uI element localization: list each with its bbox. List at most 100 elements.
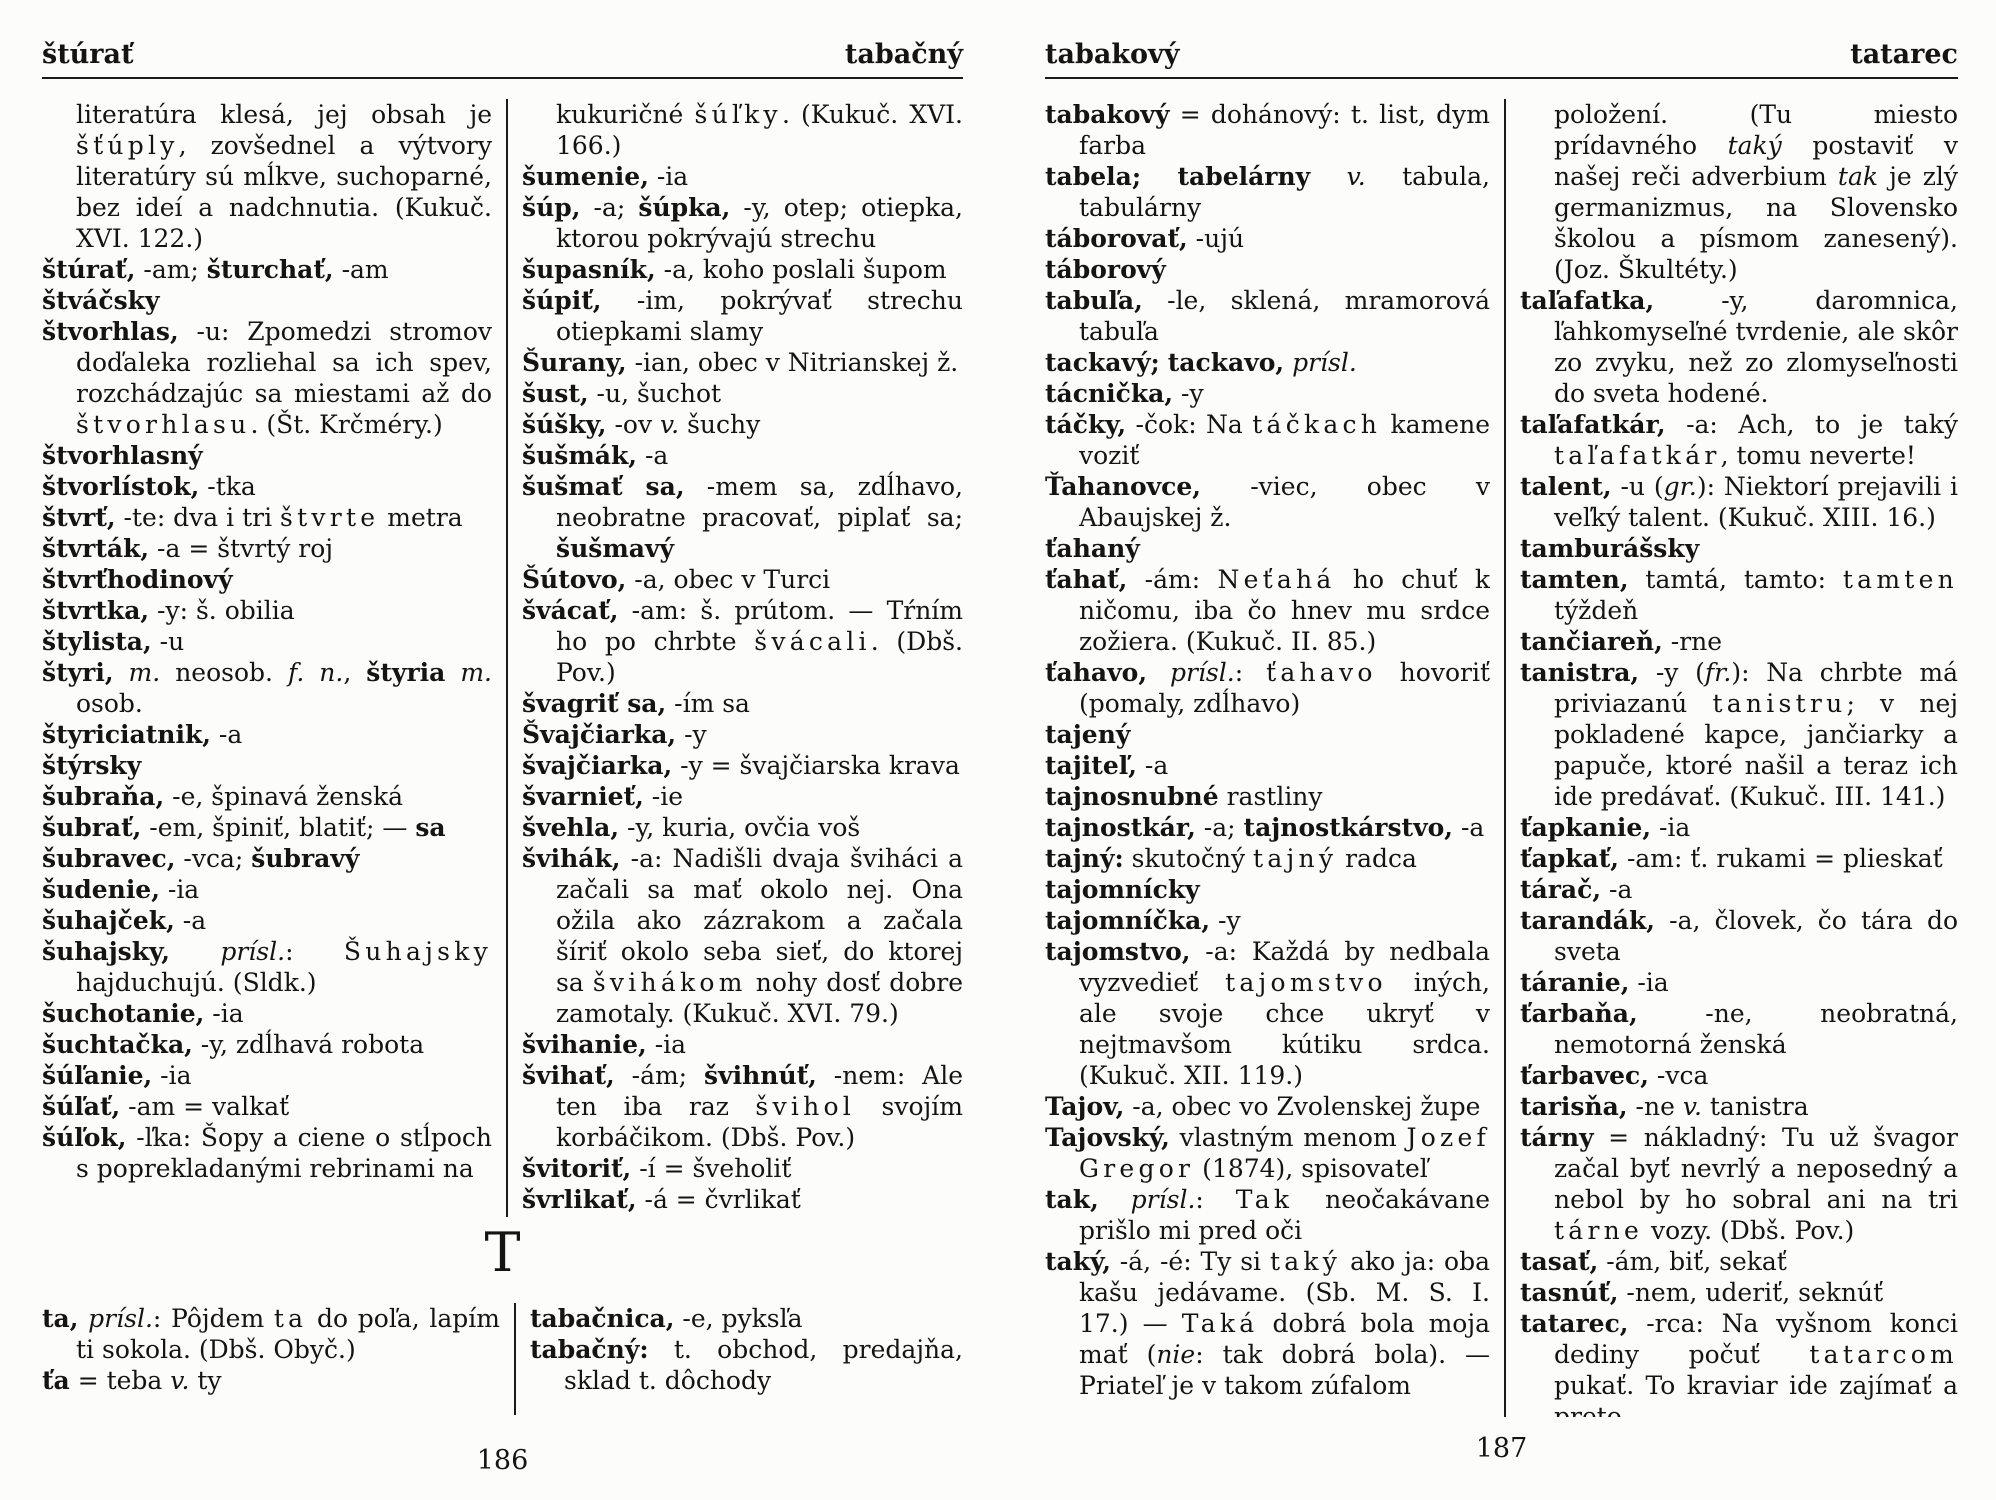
dictionary-entry: ťarbavec, -vca xyxy=(1520,1060,1958,1091)
entry-text: do poľa, lapím ti sokola. (Dbš. Obyč.) xyxy=(76,1304,500,1364)
entry-text: -a xyxy=(1601,875,1633,904)
headword: tak, xyxy=(1045,1185,1099,1214)
right-page-column-1: tabakový = dohánový: t. list, dym farba t… xyxy=(1045,99,1490,1417)
column-divider xyxy=(1504,99,1506,1417)
text-columns: literatúra klesá, jej obsah je šťúply, z… xyxy=(42,99,963,1217)
entry-text: -í = šveholiť xyxy=(631,1154,792,1183)
dictionary-entry: tabačnica, -e, pyksľa xyxy=(530,1303,963,1334)
headword: tabelárny xyxy=(1177,162,1311,191)
header-rule xyxy=(42,77,963,79)
entry-text: vozy. (Dbš. Pov.) xyxy=(1643,1216,1855,1245)
headword: Tajov, xyxy=(1045,1092,1125,1121)
headword: Tajovský, xyxy=(1045,1123,1170,1152)
headword: šúľanie, xyxy=(42,1061,153,1090)
headword: tajomníčka, xyxy=(1045,906,1211,935)
left-page-bottom-column-2: tabačnica, -e, pyksľa tabačný: t. obchod,… xyxy=(530,1303,963,1415)
running-head: štúrať tabačný xyxy=(42,0,963,70)
headword: talent, xyxy=(1520,472,1612,501)
entry-text: (1874), spisovateľ xyxy=(1194,1154,1428,1183)
entry-text: štvorhlasu xyxy=(76,410,251,439)
headword: švajčiarka, xyxy=(522,751,673,780)
entry-text: -e, pyksľa xyxy=(674,1304,803,1333)
dictionary-entry: šubravec, -vca; šubravý xyxy=(42,843,492,874)
entry-text: -ám: xyxy=(1127,565,1218,594)
headword: švarnieť, xyxy=(522,782,644,811)
dictionary-entry: tajný: skutočný tajný radca xyxy=(1045,843,1490,874)
entry-text: -ne xyxy=(1627,1092,1683,1121)
headword: šušmavý xyxy=(556,534,675,563)
dictionary-entry: tajnostkár, -a; tajnostkárstvo, -a xyxy=(1045,812,1490,843)
dictionary-entry: šumenie, -ia xyxy=(522,161,963,192)
entry-text: tárne xyxy=(1554,1216,1644,1245)
entry-text: -a xyxy=(210,720,243,749)
headword: tajiteľ, xyxy=(1045,751,1137,780)
headword: ťarbaňa, xyxy=(1520,999,1638,1028)
entry-text: : xyxy=(1195,1185,1236,1214)
dictionary-entry: šušmať sa, -mem sa, zdĺhavo, neobratne p… xyxy=(522,471,963,564)
dictionary-entry: štvrták, -a = štvrtý roj xyxy=(42,533,492,564)
dictionary-entry: šubrať, -em, špiniť, blatiť; — sa xyxy=(42,812,492,843)
entry-text: hovoriť (pomaly, zdĺhavo) xyxy=(1079,658,1490,718)
entry-text: -am xyxy=(333,255,389,284)
entry-text: Taká xyxy=(1181,1309,1259,1338)
entry-text: -ian, obec v Nitrianskej ž. xyxy=(626,348,959,377)
dictionary-entry: Šurany, -ian, obec v Nitrianskej ž. xyxy=(522,347,963,378)
entry-text: -am = valkať xyxy=(120,1092,290,1121)
entry-text: -á, -é: Ty si xyxy=(1110,1247,1270,1276)
entry-text: neočakávane prišlo mi pred oči xyxy=(1079,1185,1490,1245)
entry-text: , zovšednel a výtvory literatúry sú mĺkv… xyxy=(76,131,492,253)
dictionary-entry: tackavý; tackavo, prísl. xyxy=(1045,347,1490,378)
entry-text xyxy=(114,658,129,687)
headword: štýrsky xyxy=(42,751,142,780)
entry-text: -a xyxy=(174,906,207,935)
headword: ťa xyxy=(42,1366,70,1395)
dictionary-entry: Tajovský, vlastným menom Jozef Gregor (1… xyxy=(1045,1122,1490,1184)
headword: tajomnícky xyxy=(1045,875,1200,904)
headword: štvrťhodinový xyxy=(42,565,233,594)
entry-text: f. n. xyxy=(287,658,344,687)
headword: šust, xyxy=(522,379,589,408)
headword: štyria xyxy=(366,658,446,687)
entry-text: -ia xyxy=(159,875,200,904)
dictionary-entry: talent, -u (gr.): Niektorí prejavili i v… xyxy=(1520,471,1958,533)
entry-text: -ov xyxy=(606,410,661,439)
entry-text: -a, obec v Turci xyxy=(626,565,831,594)
entry-text: taký xyxy=(1727,131,1782,160)
dictionary-entry: tasnúť, -nem, uderiť, seknúť xyxy=(1520,1277,1958,1308)
dictionary-entry: švihanie, -ia xyxy=(522,1029,963,1060)
headword: tajnosnubné xyxy=(1045,782,1219,811)
dictionary-entry: tajiteľ, -a xyxy=(1045,750,1490,781)
headword: štyriciatnik, xyxy=(42,720,211,749)
dictionary-entry: Ťahanovce, -viec, obec v Abaujskej ž. xyxy=(1045,471,1490,533)
headword: štvrť, xyxy=(42,503,116,532)
entry-text: -ám; xyxy=(614,1061,704,1090)
headword: šušmák, xyxy=(522,441,638,470)
headword: štvorlístok, xyxy=(42,472,200,501)
headword: štylista, xyxy=(42,627,152,656)
entry-text: = teba xyxy=(69,1366,171,1395)
right-page-column-2: položení. (Tu miesto prídavného taký pos… xyxy=(1520,99,1958,1417)
column-divider xyxy=(506,99,508,1217)
entry-text: Tak xyxy=(1235,1185,1294,1214)
entry-text: : xyxy=(285,937,344,966)
entry-text: šťúply xyxy=(76,131,179,160)
dictionary-entry: šúšky, -ov v. šuchy xyxy=(522,409,963,440)
dictionary-entry: šušmák, -a xyxy=(522,440,963,471)
entry-text: švihákom xyxy=(592,968,747,997)
entry-text: -te: dva i tri xyxy=(115,503,281,532)
dictionary-entry: tácnička, -y xyxy=(1045,378,1490,409)
entry-text: -a, obec vo Zvolenskej župe xyxy=(1124,1092,1481,1121)
entry-text: nie xyxy=(1156,1340,1196,1369)
headword: šuchtačka, xyxy=(42,1030,193,1059)
entry-text: šuchy xyxy=(679,410,761,439)
headword: tajomstvo, xyxy=(1045,937,1191,966)
headword: sa xyxy=(415,813,446,842)
entry-text: -a xyxy=(1453,813,1485,842)
entry-text xyxy=(1141,162,1177,191)
dictionary-entry: ťahavo, prísl.: ťahavo hovoriť (pomaly, … xyxy=(1045,657,1490,719)
entry-text: -a; xyxy=(1195,813,1244,842)
entry-text: rastliny xyxy=(1218,782,1323,811)
dictionary-entry: švihať, -ám; švihnúť, -nem: Ale ten iba … xyxy=(522,1060,963,1153)
entry-text: -u xyxy=(151,627,185,656)
headword: Švajčiarka, xyxy=(522,720,677,749)
